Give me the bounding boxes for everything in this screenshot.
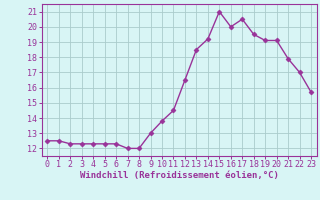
- X-axis label: Windchill (Refroidissement éolien,°C): Windchill (Refroidissement éolien,°C): [80, 171, 279, 180]
